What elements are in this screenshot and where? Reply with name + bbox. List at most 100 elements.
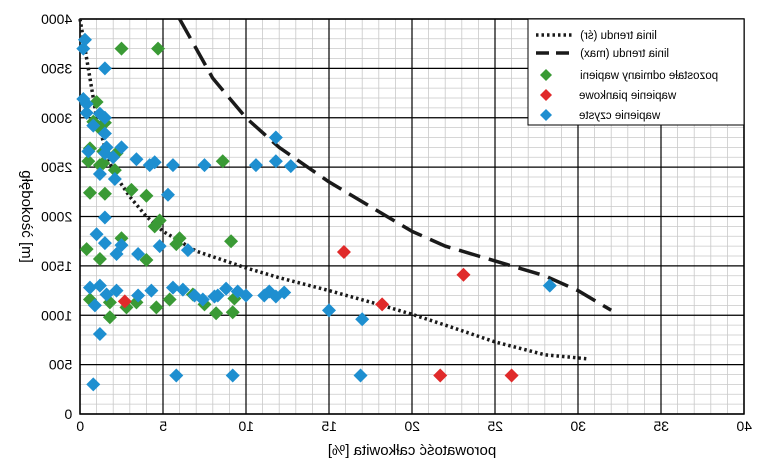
x-tick-label: 10 xyxy=(238,418,254,434)
data-point-blue xyxy=(165,280,180,295)
legend-marker-diamond xyxy=(540,89,552,101)
y-tick-label: 500 xyxy=(49,357,73,373)
data-point-blue xyxy=(87,298,102,313)
plot-frame xyxy=(79,18,745,415)
y-tick-label: 3000 xyxy=(41,110,72,126)
data-point-blue xyxy=(86,377,101,392)
data-point-blue xyxy=(257,288,272,303)
legend-label: wapienie piankowe xyxy=(579,90,677,102)
data-point-blue xyxy=(82,280,97,295)
data-point-blue xyxy=(268,130,283,145)
data-point-green xyxy=(102,310,117,325)
x-tick-label: 0 xyxy=(76,418,84,434)
data-point-blue xyxy=(353,368,368,383)
data-point-green xyxy=(124,182,139,197)
data-point-blue xyxy=(355,312,370,327)
plot-area xyxy=(76,18,745,415)
data-point-blue xyxy=(131,247,146,262)
y-tick-label: 3500 xyxy=(41,60,72,76)
data-point-green xyxy=(92,158,107,173)
y-tick-label: 2500 xyxy=(41,159,72,175)
data-point-blue xyxy=(107,171,122,186)
data-point-blue xyxy=(219,281,234,296)
data-point-blue xyxy=(92,278,107,293)
data-point-blue xyxy=(97,236,112,251)
data-point-blue xyxy=(97,61,112,76)
data-point-blue xyxy=(169,368,184,383)
data-point-red xyxy=(433,368,448,383)
data-point-green xyxy=(139,188,154,203)
x-tick-labels: 0 5 10 15 20 25 30 35 40 xyxy=(76,418,752,434)
data-point-green xyxy=(162,292,177,307)
x-tick-label: 20 xyxy=(404,418,420,434)
data-point-green xyxy=(79,242,94,257)
data-point-red xyxy=(336,245,351,260)
data-point-blue xyxy=(180,243,195,258)
legend-marker-diamond xyxy=(540,69,552,81)
x-tick-label: 5 xyxy=(159,418,167,434)
y-axis-title: głębokość [m] xyxy=(18,170,35,263)
y-tick-label: 0 xyxy=(64,406,72,422)
data-point-red xyxy=(504,368,519,383)
data-point-green xyxy=(225,305,240,320)
data-point-blue xyxy=(131,288,146,303)
data-point-green xyxy=(224,234,239,249)
y-tick-label: 2000 xyxy=(41,209,72,225)
data-point-blue xyxy=(160,187,175,202)
data-point-green xyxy=(82,185,97,200)
data-point-blue xyxy=(114,140,129,155)
legend-label: linia trendu (max) xyxy=(580,48,669,60)
data-point-green xyxy=(89,94,104,109)
data-point-green xyxy=(81,154,96,169)
y-tick-labels: 0 500 1000 1500 2000 2500 3000 3500 4000 xyxy=(41,11,72,422)
data-point-blue xyxy=(322,303,336,318)
data-point-red xyxy=(117,294,132,309)
data-point-blue xyxy=(79,105,94,120)
data-point-green xyxy=(209,306,224,321)
data-point-blue xyxy=(92,327,107,342)
legend: linia trendu (śr) linia trendu (max) pozos… xyxy=(527,18,745,126)
data-point-blue xyxy=(248,158,263,173)
data-point-blue xyxy=(76,41,91,56)
x-tick-label: 40 xyxy=(736,418,752,434)
data-point-green xyxy=(107,163,122,178)
data-point-blue xyxy=(144,283,159,298)
legend-label: pozostałe odmiany wapieni xyxy=(580,70,718,82)
data-point-blue xyxy=(152,239,167,254)
y-tick-label: 4000 xyxy=(41,11,72,27)
data-point-red xyxy=(375,297,390,312)
data-point-green xyxy=(147,219,162,234)
data-point-green xyxy=(215,154,230,169)
data-point-blue xyxy=(165,158,180,173)
data-point-blue xyxy=(77,32,92,47)
x-tick-label: 35 xyxy=(653,418,669,434)
data-point-blue xyxy=(207,289,222,304)
data-point-blue xyxy=(97,126,112,141)
data-point-blue xyxy=(92,167,107,182)
data-point-green xyxy=(139,252,154,267)
legend-label: linia trendu (śr) xyxy=(580,30,657,42)
data-point-blue xyxy=(197,158,212,173)
data-point-blue xyxy=(109,247,124,262)
data-point-blue xyxy=(97,110,112,125)
data-point-blue xyxy=(542,278,557,293)
data-point-red xyxy=(456,267,471,282)
x-axis-title: porowatość całkowita [%] xyxy=(328,442,496,459)
data-point-green xyxy=(92,251,107,266)
data-point-green xyxy=(97,186,112,201)
data-point-blue xyxy=(79,96,94,111)
data-point-blue xyxy=(268,289,283,304)
x-tick-label: 15 xyxy=(321,418,337,434)
data-point-blue xyxy=(89,227,104,242)
data-point-blue xyxy=(106,150,121,165)
data-point-blue xyxy=(86,118,101,133)
legend-label: wapienie czyste xyxy=(579,110,661,122)
data-point-blue xyxy=(129,152,144,167)
data-point-green xyxy=(114,41,129,56)
data-point-blue xyxy=(147,155,162,170)
data-point-blue xyxy=(225,368,240,383)
data-point-blue xyxy=(99,287,114,302)
y-tick-label: 1000 xyxy=(41,307,72,323)
data-point-blue xyxy=(81,144,96,159)
